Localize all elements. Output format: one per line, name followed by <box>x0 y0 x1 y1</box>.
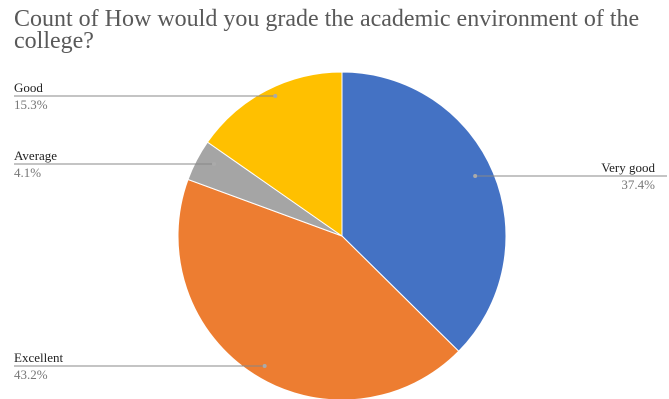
slice-label-average: Average <box>14 148 57 163</box>
slice-label-good: Good <box>14 80 43 95</box>
slice-label-excellent: Excellent <box>14 350 63 365</box>
leader-dot-very-good <box>473 174 478 178</box>
slice-percent-average: 4.1% <box>14 165 41 180</box>
leader-dot-good <box>273 94 278 98</box>
slice-percent-very-good: 37.4% <box>621 177 655 192</box>
chart-title: Count of How would you grade the academi… <box>14 6 640 54</box>
slice-label-very-good: Very good <box>601 160 655 175</box>
leader-lines <box>14 94 667 368</box>
slice-percent-good: 15.3% <box>14 97 48 112</box>
pie-slices <box>177 71 507 399</box>
leader-dot-average <box>212 162 217 166</box>
pie-slice-very-good <box>341 71 507 352</box>
slice-labels: Very good 37.4% Excellent 43.2% Average 4.1% G… <box>14 80 655 382</box>
pie-slice-good <box>206 71 343 237</box>
leader-dot-excellent <box>262 364 267 368</box>
slice-percent-excellent: 43.2% <box>14 367 48 382</box>
pie-slice-excellent <box>177 178 460 399</box>
